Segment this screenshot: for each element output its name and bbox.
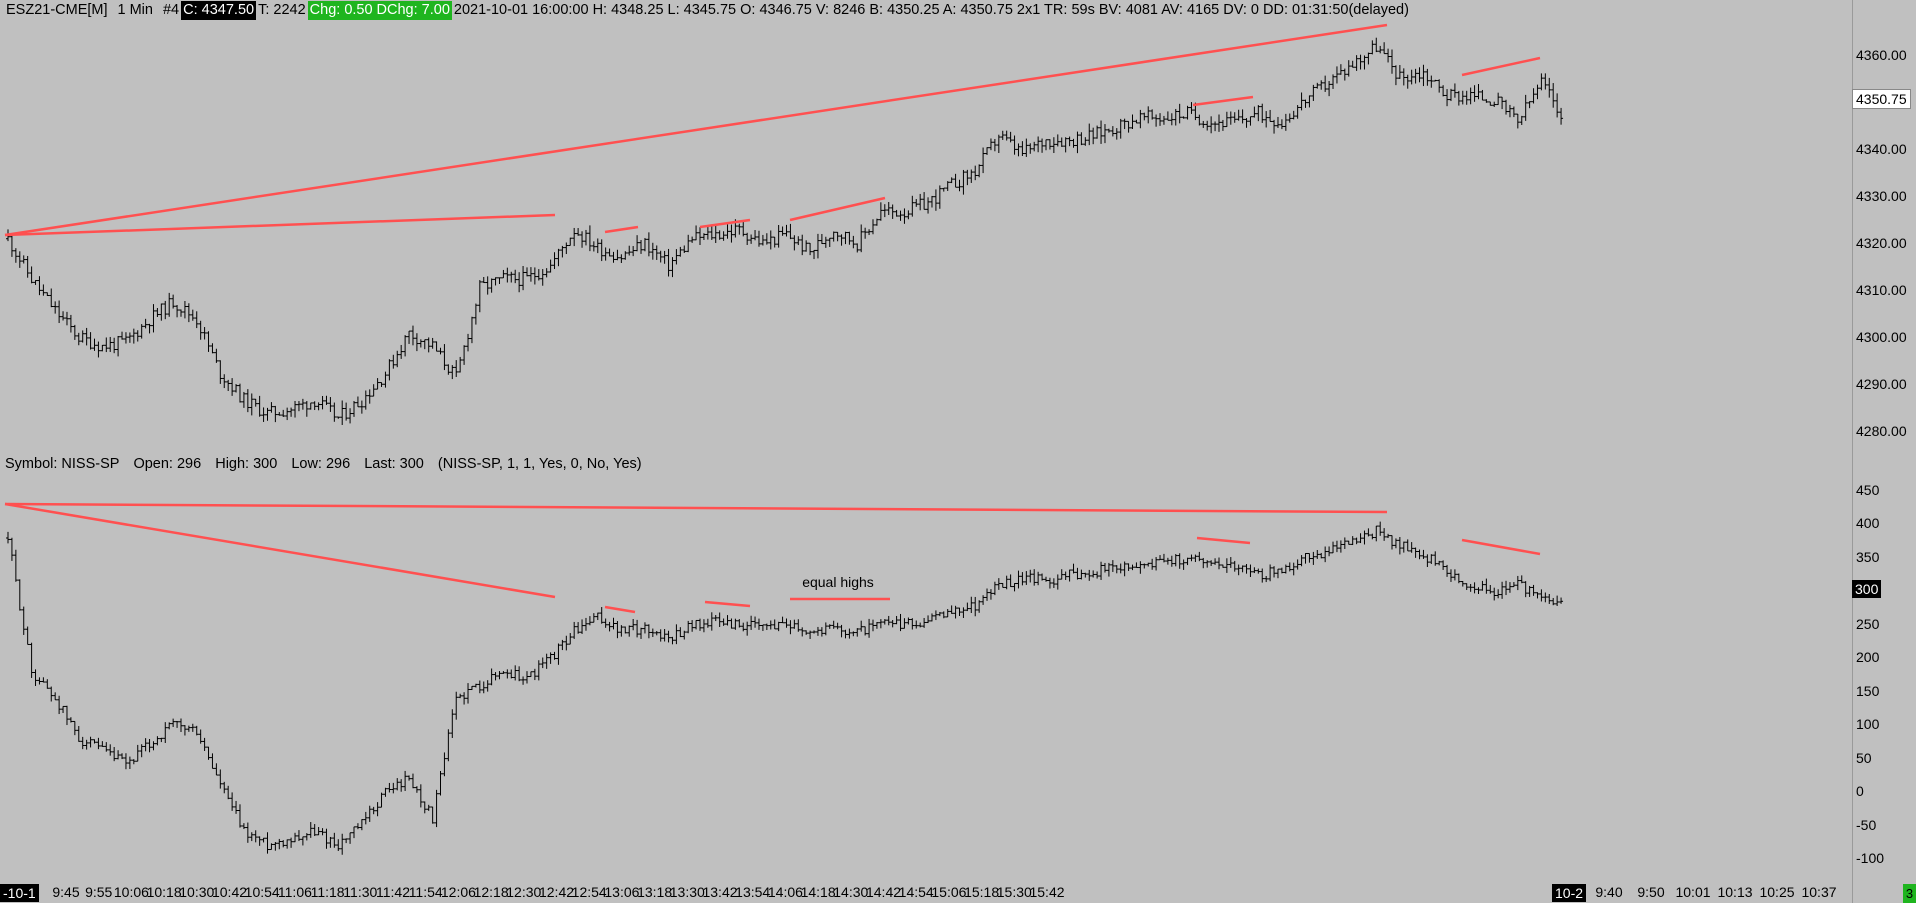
chart-number: #4 bbox=[162, 2, 180, 18]
time-label: 9:45 bbox=[52, 884, 80, 900]
price-tick: 4340.00 bbox=[1856, 141, 1907, 157]
next-day-tag: 10-2 bbox=[1552, 884, 1587, 902]
study-tick: 100 bbox=[1856, 716, 1880, 732]
study-tick: 450 bbox=[1856, 482, 1880, 498]
trendline bbox=[604, 605, 636, 614]
time-label: 11:54 bbox=[408, 884, 443, 900]
trendline bbox=[1461, 538, 1541, 556]
trendline bbox=[604, 225, 639, 234]
close-value: C: 4347.50 bbox=[181, 1, 257, 20]
price-tick: 4330.00 bbox=[1856, 188, 1907, 204]
trendline bbox=[4, 23, 1388, 237]
trendline bbox=[4, 213, 556, 237]
study-tick: 50 bbox=[1856, 750, 1872, 766]
time-label: 15:42 bbox=[1029, 884, 1065, 900]
time-label: 12:54 bbox=[571, 884, 607, 900]
change-value: Chg: 0.50 bbox=[307, 1, 375, 20]
study-tick: 400 bbox=[1856, 515, 1880, 531]
price-tick: 4280.00 bbox=[1856, 423, 1907, 439]
study-header: Symbol: NISS-SP Open: 296 High: 300 Low:… bbox=[5, 456, 652, 472]
equal-highs-annotation[interactable]: equal highs bbox=[802, 574, 874, 590]
time-label: 10:54 bbox=[244, 884, 280, 900]
price-tick: 4290.00 bbox=[1856, 376, 1907, 392]
time-label: 9:40 bbox=[1595, 884, 1623, 900]
symbol-label: ESZ21-CME[M] bbox=[6, 2, 108, 18]
time-label: 11:18 bbox=[310, 884, 345, 900]
current-price-tag: 4350.75 bbox=[1852, 89, 1911, 109]
time-label: 14:06 bbox=[767, 884, 803, 900]
study-tick: 200 bbox=[1856, 649, 1880, 665]
time-label: 13:54 bbox=[735, 884, 771, 900]
study-params: (NISS-SP, 1, 1, Yes, 0, No, Yes) bbox=[437, 456, 642, 472]
trendline bbox=[4, 502, 1388, 514]
trades-value: T: 2242 bbox=[258, 2, 306, 18]
time-label: 10:18 bbox=[146, 884, 182, 900]
study-high: High: 300 bbox=[215, 456, 278, 472]
time-label: 10:06 bbox=[113, 884, 149, 900]
price-tick: 4320.00 bbox=[1856, 235, 1907, 251]
time-label: 14:30 bbox=[833, 884, 869, 900]
study-last: Last: 300 bbox=[364, 456, 424, 472]
study-tick: 250 bbox=[1856, 616, 1880, 632]
session-start-tag: -10-1 bbox=[0, 884, 39, 902]
time-label: 12:18 bbox=[473, 884, 509, 900]
study-tick: 150 bbox=[1856, 683, 1880, 699]
time-label: 14:54 bbox=[898, 884, 934, 900]
study-bars bbox=[6, 521, 1564, 855]
interval-label: 1 Min bbox=[117, 2, 153, 18]
time-label: 13:42 bbox=[702, 884, 738, 900]
time-label: 13:18 bbox=[637, 884, 673, 900]
study-low: Low: 296 bbox=[291, 456, 351, 472]
trendline bbox=[1196, 536, 1251, 545]
price-axis-separator bbox=[1852, 0, 1853, 903]
price-bars bbox=[6, 37, 1564, 425]
price-tick: 4310.00 bbox=[1856, 282, 1907, 298]
time-label: 10:01 bbox=[1675, 884, 1711, 900]
trendlines[interactable] bbox=[4, 23, 1541, 614]
study-open: Open: 296 bbox=[133, 456, 202, 472]
trendline bbox=[4, 502, 556, 599]
trendline bbox=[699, 218, 751, 229]
time-label: 14:42 bbox=[865, 884, 902, 900]
corner-indicator: 3 bbox=[1903, 884, 1916, 903]
time-label: 15:30 bbox=[996, 884, 1032, 900]
bar-details: 2021-10-01 16:00:00 H: 4348.25 L: 4345.7… bbox=[453, 2, 1409, 18]
trendline bbox=[1192, 95, 1254, 107]
time-label: 10:37 bbox=[1801, 884, 1837, 900]
time-label: 15:18 bbox=[964, 884, 1000, 900]
price-tick: 4300.00 bbox=[1856, 329, 1907, 345]
time-label: 10:30 bbox=[179, 884, 215, 900]
time-label: 9:55 bbox=[85, 884, 113, 900]
time-label: 10:25 bbox=[1759, 884, 1795, 900]
study-tick: 350 bbox=[1856, 549, 1880, 565]
study-tick: -100 bbox=[1856, 850, 1885, 866]
time-label: 11:42 bbox=[376, 884, 410, 900]
time-label: 12:30 bbox=[506, 884, 542, 900]
trendline bbox=[1461, 56, 1541, 77]
current-study-tag: 300 bbox=[1852, 580, 1882, 598]
price-tick: 4360.00 bbox=[1856, 47, 1907, 63]
time-label: 11:06 bbox=[277, 884, 312, 900]
time-label: 13:06 bbox=[604, 884, 640, 900]
trendline bbox=[789, 196, 886, 222]
trendline bbox=[704, 600, 751, 608]
chart-header: ESZ21-CME[M] 1 Min #4 C: 4347.50 T: 2242… bbox=[4, 1, 1411, 20]
time-label: 12:06 bbox=[440, 884, 476, 900]
time-label: 14:18 bbox=[800, 884, 836, 900]
study-tick: 0 bbox=[1856, 783, 1864, 799]
day-change-value: DChg: 7.00 bbox=[374, 1, 452, 20]
study-tick: -50 bbox=[1856, 817, 1877, 833]
time-label: 12:42 bbox=[538, 884, 575, 900]
time-label: 9:50 bbox=[1637, 884, 1665, 900]
study-symbol: Symbol: NISS-SP bbox=[5, 456, 120, 472]
time-label: 10:42 bbox=[211, 884, 248, 900]
time-label: 11:30 bbox=[343, 884, 378, 900]
time-label: 10:13 bbox=[1717, 884, 1753, 900]
time-label: 13:30 bbox=[669, 884, 705, 900]
time-label: 15:06 bbox=[931, 884, 967, 900]
